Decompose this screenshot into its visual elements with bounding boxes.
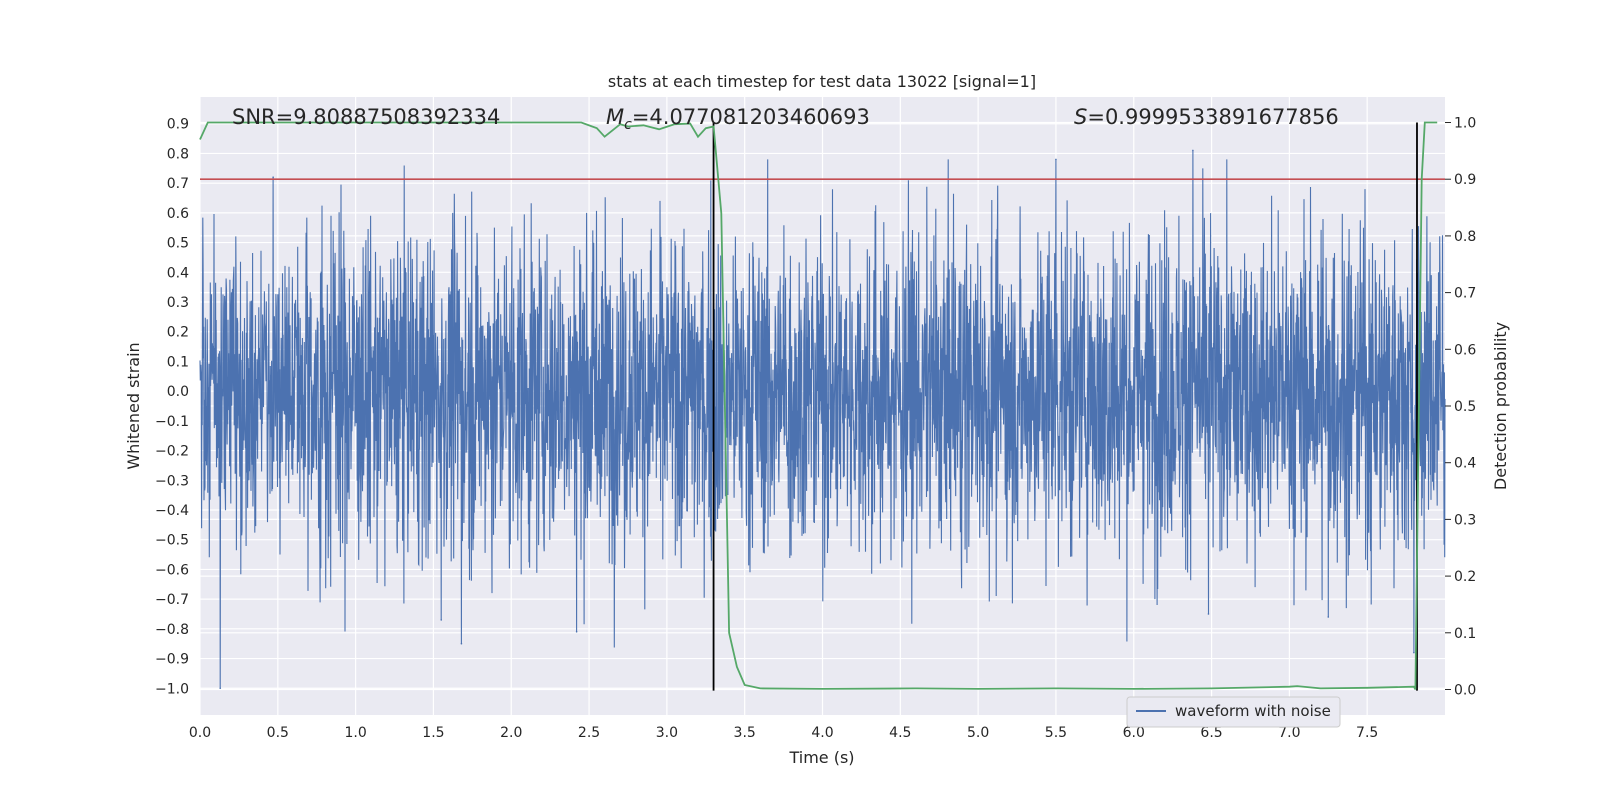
y2-tick-label: 0.5 (1454, 399, 1476, 415)
y2-axis-label: Detection probability (1491, 322, 1510, 490)
y2-tick-label: 0.3 (1454, 512, 1476, 528)
waveform-peak (1207, 613, 1210, 615)
x-tick-label: 4.5 (889, 725, 911, 741)
waveform-peak (1327, 616, 1330, 618)
x-tick-label: 0.5 (267, 725, 289, 741)
chirp-mass-annotation: Mc=4.077081203460693 (606, 105, 870, 133)
y-tick-label: −0.8 (155, 622, 189, 638)
y-tick-label: −0.5 (155, 533, 189, 549)
y-tick-label: −0.6 (155, 562, 189, 578)
x-tick-label: 6.0 (1123, 725, 1145, 741)
x-tick-label: 3.5 (734, 725, 756, 741)
x-tick-label: 1.5 (422, 725, 444, 741)
y2-tick-label: 0.6 (1454, 342, 1476, 358)
detection-probability-line (199, 121, 1438, 690)
y-tick-label: −0.4 (155, 503, 189, 519)
x-tick-label: 7.0 (1278, 725, 1300, 741)
y2-tick-label: 0.0 (1454, 682, 1476, 698)
waveform-line (199, 150, 1446, 689)
waveform-peak (1192, 149, 1194, 152)
y-tick-label: −0.3 (155, 473, 189, 489)
y-tick-label: 0.8 (167, 146, 189, 162)
x-tick-label: 2.5 (578, 725, 600, 741)
y2-tick-label: 0.9 (1454, 172, 1476, 188)
waveform-peak (440, 619, 443, 621)
y-tick-label: 0.1 (167, 354, 189, 370)
legend-box (1126, 696, 1341, 728)
waveform-peak (1055, 158, 1057, 161)
y-tick-label: 0.9 (167, 117, 189, 133)
y2-tick-labels: 1.0 0.9 0.8 0.7 0.6 0.5 0.4 0.3 0.2 0.1 0.0 (1445, 116, 1476, 698)
waveform-peak (272, 176, 274, 179)
legend: waveform with noise (1126, 696, 1341, 728)
y2-tick-label: 0.7 (1454, 286, 1476, 302)
score-annotation: S=0.9999533891677856 (1074, 105, 1339, 129)
y-tick-label: 0.5 (167, 236, 189, 252)
y-tick-label: −0.9 (155, 652, 189, 668)
y-tick-label: 0.4 (167, 265, 189, 281)
y2-tick-label: 0.4 (1454, 456, 1476, 472)
y2-tick-label: 1.0 (1454, 116, 1476, 132)
chart-title: stats at each timestep for test data 130… (608, 72, 1036, 91)
x-tick-label: 7.5 (1356, 725, 1378, 741)
y-tick-labels: 0.9 0.8 0.7 0.6 0.5 0.4 0.3 0.2 0.1 0.0 −0.1 −0.2 −0… (155, 117, 189, 698)
y-tick-label: 0.6 (167, 206, 189, 222)
y2-tick-label: 0.8 (1454, 229, 1476, 245)
y-tick-label: −1.0 (155, 681, 189, 697)
legend-label: waveform with noise (1175, 702, 1331, 720)
waveform-series (199, 149, 1446, 690)
y-tick-label: 0.7 (167, 176, 189, 192)
y-tick-label: 0.2 (167, 325, 189, 341)
waveform-peak (575, 631, 578, 633)
x-axis-label: Time (s) (788, 748, 854, 767)
y-axis-label: Whitened strain (124, 342, 143, 469)
x-tick-label: 1.0 (344, 725, 366, 741)
y2-tick-label: 0.1 (1454, 626, 1476, 642)
y-tick-label: −0.1 (155, 414, 189, 430)
x-tick-label: 6.5 (1200, 725, 1222, 741)
y-tick-label: −0.7 (155, 592, 189, 608)
y-tick-label: 0.3 (167, 295, 189, 311)
y-tick-label: −0.2 (155, 444, 189, 460)
x-tick-label: 5.5 (1045, 725, 1067, 741)
waveform-peak (1413, 651, 1415, 654)
y-tick-label: 0.0 (167, 384, 189, 400)
snr-annotation: SNR=9.80887508392334 (232, 105, 500, 129)
x-tick-label: 2.0 (500, 725, 522, 741)
waveform-peak (460, 642, 463, 645)
x-tick-label: 4.0 (811, 725, 833, 741)
x-tick-label: 0.0 (189, 725, 211, 741)
y2-tick-label: 0.2 (1454, 569, 1476, 585)
x-tick-label: 5.0 (967, 725, 989, 741)
x-tick-label: 3.0 (656, 725, 678, 741)
waveform-peak (219, 687, 222, 690)
x-tick-labels: 0.0 0.5 1.0 1.5 2.0 2.5 3.0 3.5 4.0 4.5 5.0 5.5 6.0 6… (189, 725, 1378, 741)
